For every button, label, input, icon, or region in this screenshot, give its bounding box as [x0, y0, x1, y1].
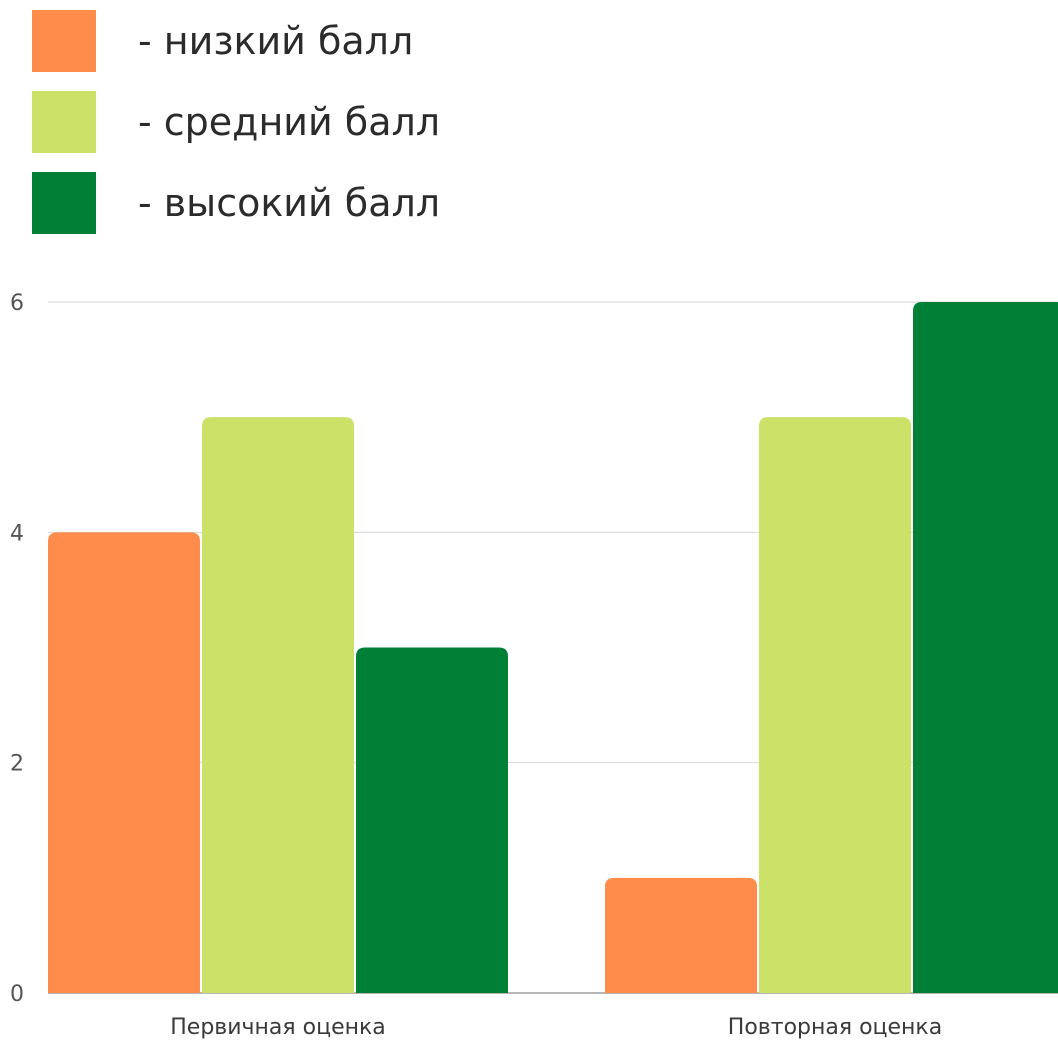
- x-category-label: Повторная оценка: [728, 1015, 942, 1040]
- bar: [759, 417, 911, 994]
- bar: [605, 877, 757, 993]
- legend-label: - низкий балл: [138, 19, 413, 63]
- legend-swatch: [32, 91, 96, 153]
- legend-label: - высокий балл: [138, 181, 440, 225]
- y-tick-label: 0: [10, 982, 24, 1007]
- legend: - низкий балл - средний балл - высокий бал…: [32, 10, 440, 234]
- legend-label: - средний балл: [138, 100, 440, 144]
- y-tick-label: 2: [10, 752, 24, 777]
- bar: [356, 647, 508, 993]
- y-axis: 0 2 4 6: [10, 291, 24, 1007]
- bar: [913, 302, 1058, 993]
- y-tick-label: 4: [10, 521, 24, 546]
- bar: [48, 532, 200, 993]
- x-axis: Первичная оценка Повторная оценка: [170, 1015, 942, 1040]
- y-tick-label: 6: [10, 291, 24, 316]
- bar: [202, 417, 354, 994]
- x-category-label: Первичная оценка: [170, 1015, 386, 1040]
- legend-swatch: [32, 172, 96, 234]
- bars: [48, 302, 1058, 994]
- legend-swatch: [32, 10, 96, 72]
